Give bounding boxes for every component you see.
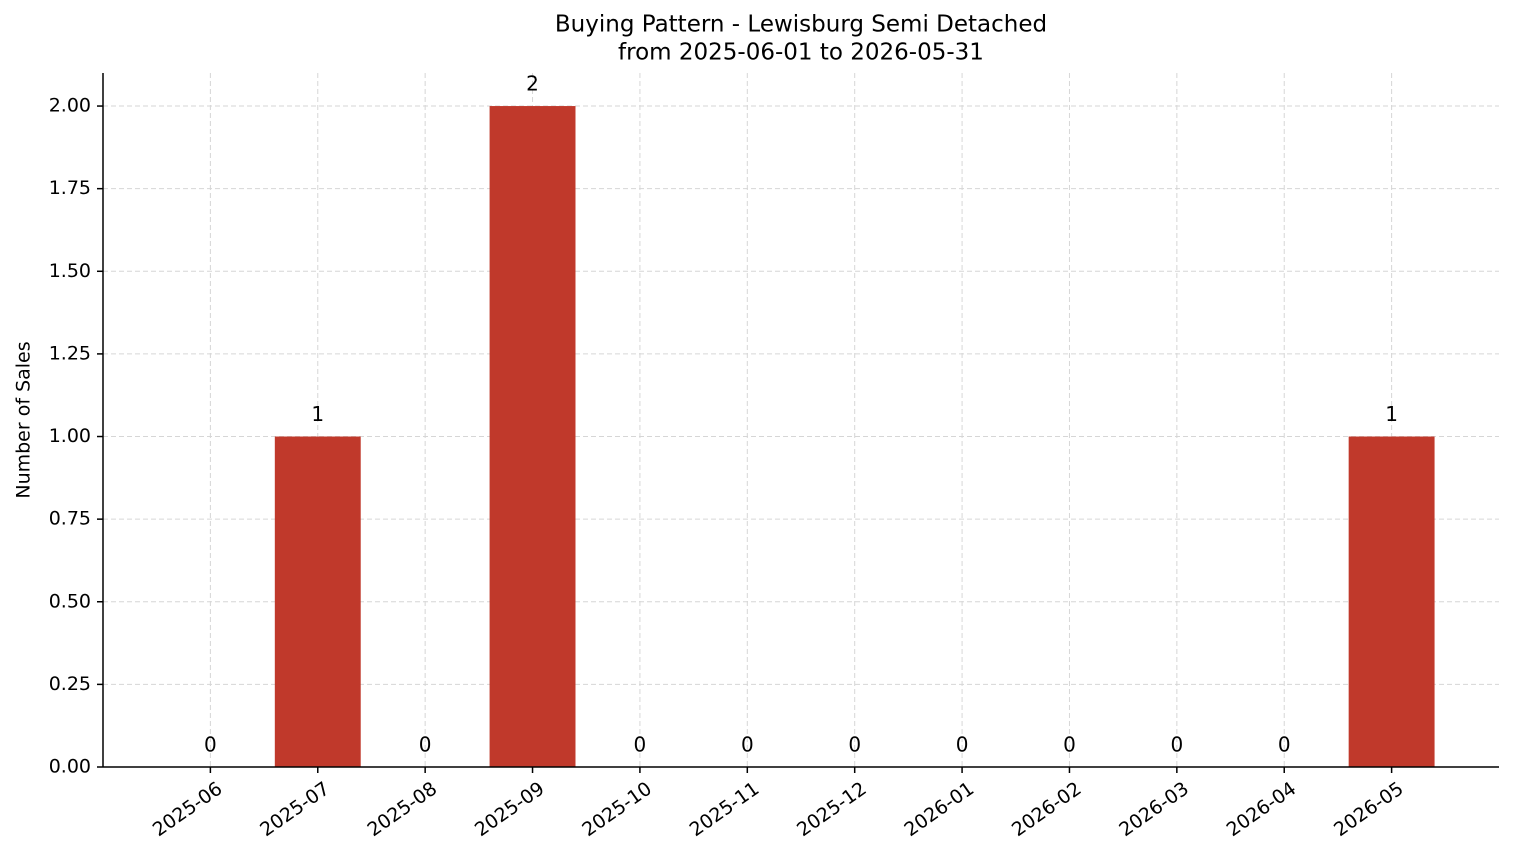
- y-tick-label: 1.75: [49, 177, 91, 199]
- chart-title: Buying Pattern - Lewisburg Semi Detached: [555, 12, 1047, 38]
- value-label: 0: [1063, 733, 1076, 757]
- bar: [489, 106, 576, 768]
- value-label: 0: [848, 733, 861, 757]
- y-tick-label: 0.75: [49, 508, 91, 530]
- x-tick-label: 2026-01: [900, 778, 978, 842]
- bar: [274, 436, 361, 767]
- x-tick-label: 2025-09: [471, 778, 549, 842]
- x-tick-label: 2026-04: [1223, 778, 1301, 842]
- value-label: 0: [741, 733, 754, 757]
- y-tick-label: 1.00: [49, 425, 91, 447]
- x-tick-label: 2025-06: [149, 778, 227, 842]
- value-label: 0: [1170, 733, 1183, 757]
- x-tick-label: 2025-12: [793, 778, 871, 842]
- y-tick-label: 0.50: [49, 590, 91, 612]
- y-tick-label: 1.50: [49, 260, 91, 282]
- value-label: 0: [634, 733, 647, 757]
- y-tick-label: 0.25: [49, 673, 91, 695]
- value-label: 2: [526, 72, 539, 96]
- x-tick-label: 2025-07: [256, 778, 334, 842]
- value-label: 0: [204, 733, 217, 757]
- x-tick-label: 2025-10: [578, 778, 656, 842]
- value-label: 0: [1278, 733, 1291, 757]
- y-axis-label: Number of Sales: [13, 341, 35, 498]
- x-tick-label: 2025-08: [364, 778, 442, 842]
- value-label: 0: [956, 733, 969, 757]
- x-tick-label: 2026-05: [1330, 778, 1408, 842]
- value-label: 1: [311, 402, 324, 426]
- chart-subtitle: from 2025-06-01 to 2026-05-31: [618, 40, 984, 66]
- x-tick-label: 2026-02: [1008, 778, 1086, 842]
- bar: [1348, 436, 1435, 767]
- y-tick-label: 1.25: [49, 342, 91, 364]
- x-tick-label: 2025-11: [686, 778, 764, 842]
- value-label: 1: [1385, 402, 1398, 426]
- x-tick-label: 2026-03: [1115, 778, 1193, 842]
- y-tick-label: 0.00: [49, 756, 91, 778]
- y-tick-label: 2.00: [49, 95, 91, 117]
- value-label: 0: [419, 733, 432, 757]
